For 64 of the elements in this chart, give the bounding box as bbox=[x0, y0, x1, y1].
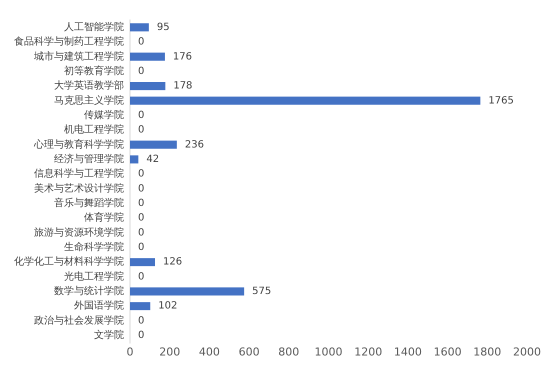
bar bbox=[130, 287, 244, 296]
y-tick-label: 旅游与资源环境学院 bbox=[34, 226, 124, 238]
x-tick-label: 1200 bbox=[354, 345, 382, 358]
y-tick-label: 经济与管理学院 bbox=[54, 152, 124, 165]
y-tick-label: 生命科学学院 bbox=[64, 241, 124, 254]
x-tick-label: 1000 bbox=[314, 345, 342, 358]
y-tick-label: 初等教育学院 bbox=[64, 64, 124, 77]
y-tick-label: 体育学院 bbox=[84, 212, 124, 224]
data-label: 95 bbox=[156, 22, 170, 33]
data-label: 0 bbox=[138, 66, 144, 77]
x-tick-label: 600 bbox=[238, 345, 260, 358]
y-tick-label: 机电工程学院 bbox=[64, 124, 124, 136]
y-tick-label: 人工智能学院 bbox=[64, 20, 124, 33]
bar bbox=[130, 258, 156, 266]
bar bbox=[130, 140, 177, 149]
y-tick-label: 大学英语教学部 bbox=[54, 80, 124, 92]
data-label: 126 bbox=[163, 256, 182, 268]
y-tick-label: 数学与统计学院 bbox=[54, 285, 124, 298]
x-tick-label: 2000 bbox=[513, 345, 542, 358]
bar bbox=[130, 52, 165, 61]
x-tick-label: 200 bbox=[159, 345, 180, 358]
y-tick-label: 化学化工与材料科学学院 bbox=[14, 256, 124, 268]
data-label: 42 bbox=[146, 154, 160, 165]
x-tick-label: 1400 bbox=[394, 345, 422, 358]
y-tick-label: 美术与艺术设计学院 bbox=[34, 182, 124, 194]
y-tick-label: 城市与建筑工程学院 bbox=[33, 50, 124, 62]
bar bbox=[130, 23, 149, 32]
data-label: 0 bbox=[138, 110, 144, 121]
bar bbox=[130, 96, 480, 105]
y-tick-label: 政治与社会发展学院 bbox=[34, 314, 124, 326]
data-label: 575 bbox=[252, 286, 272, 298]
x-tick-label: 800 bbox=[278, 345, 300, 358]
x-tick-label: 0 bbox=[126, 345, 134, 358]
data-label: 236 bbox=[184, 139, 204, 150]
y-tick-label: 食品科学与制药工程学院 bbox=[14, 36, 124, 48]
y-tick-label: 信息科学与工程学院 bbox=[34, 168, 124, 180]
data-label: 0 bbox=[138, 315, 144, 326]
data-label: 1765 bbox=[488, 95, 514, 106]
y-tick-label: 传媒学院 bbox=[84, 108, 124, 121]
data-label: 178 bbox=[173, 80, 192, 92]
bar bbox=[130, 155, 138, 164]
data-label: 0 bbox=[138, 198, 144, 210]
bar bbox=[130, 302, 150, 310]
y-tick-label: 光电工程学院 bbox=[64, 270, 124, 282]
data-label: 0 bbox=[138, 124, 144, 136]
data-label: 0 bbox=[138, 36, 144, 48]
data-label: 0 bbox=[138, 227, 144, 238]
x-tick-label: 1600 bbox=[434, 345, 462, 358]
data-label: 176 bbox=[172, 51, 192, 62]
y-tick-label: 心理与教育科学学院 bbox=[33, 138, 124, 150]
data-label: 0 bbox=[138, 271, 144, 282]
data-label: 0 bbox=[138, 183, 144, 194]
data-label: 102 bbox=[158, 300, 178, 312]
data-label: 0 bbox=[138, 212, 144, 224]
y-tick-label: 外国语学院 bbox=[74, 300, 124, 312]
data-label: 0 bbox=[138, 330, 144, 342]
data-label: 0 bbox=[138, 168, 144, 180]
y-tick-label: 音乐与舞蹈学院 bbox=[54, 197, 124, 210]
x-tick-label: 1800 bbox=[473, 345, 502, 358]
y-tick-label: 马克思主义学院 bbox=[54, 94, 124, 106]
bar bbox=[130, 82, 166, 90]
data-label: 0 bbox=[138, 242, 144, 254]
x-tick-label: 400 bbox=[198, 345, 220, 358]
y-tick-label: 文学院 bbox=[94, 329, 124, 342]
